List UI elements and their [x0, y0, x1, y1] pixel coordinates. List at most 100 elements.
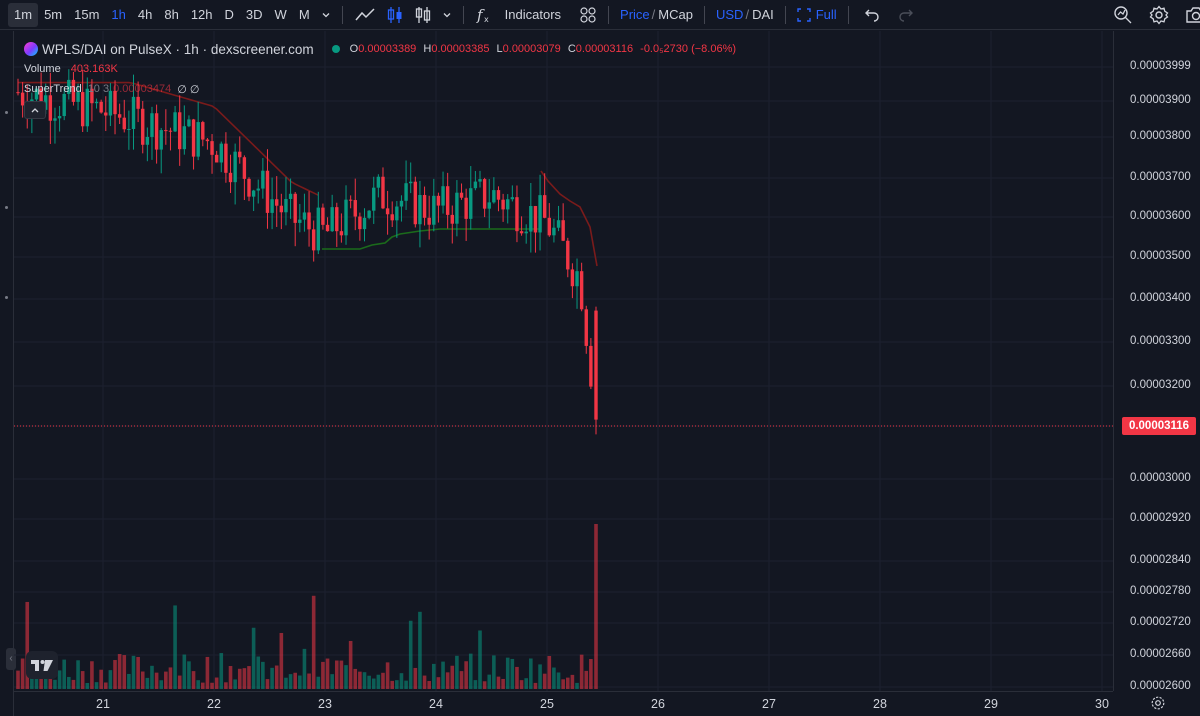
candle-body [108, 90, 113, 116]
timeframe-d[interactable]: D [224, 6, 234, 22]
volume-legend-row[interactable]: Volume 403.163K [24, 60, 740, 78]
chevron-down-icon[interactable] [316, 3, 336, 27]
volume-bar [445, 672, 450, 689]
supertrend-params: 10 3 [87, 83, 110, 95]
volume-bar [159, 680, 164, 689]
supertrend-up-line [322, 228, 540, 250]
candle-body [469, 188, 473, 219]
volume-bar [48, 669, 53, 689]
change-value: -0.0₅2730 (−8.06%) [640, 43, 737, 55]
volume-bar [450, 665, 455, 689]
timeframe-1m[interactable]: 1m [8, 2, 39, 27]
camera-icon[interactable] [1180, 3, 1200, 27]
timeframe-15m[interactable]: 15m [74, 6, 100, 22]
redo-icon[interactable] [893, 3, 919, 27]
candle-body [210, 141, 214, 155]
line-chart-icon[interactable] [349, 3, 381, 27]
volume-bar [594, 524, 598, 689]
layout-grid-icon[interactable] [574, 3, 602, 27]
volume-bar [570, 674, 575, 689]
toolbar-divider [847, 5, 849, 24]
timeframe-5m[interactable]: 5m [44, 6, 63, 22]
high-value: 0.00003385 [431, 43, 490, 55]
price-toggle[interactable]: Price [620, 6, 650, 22]
volume-bar [529, 658, 533, 689]
volume-bar [468, 653, 473, 689]
volume-bar [242, 668, 247, 689]
candle-body [529, 206, 533, 232]
dai-toggle[interactable]: DAI [752, 6, 774, 22]
close-key: C [567, 43, 576, 55]
usd-toggle[interactable]: USD [715, 6, 744, 22]
volume-bar [589, 659, 593, 689]
price-tick-label: 0.00003300 [1130, 335, 1191, 347]
price-chart[interactable] [0, 31, 1113, 691]
candle-body [325, 224, 330, 232]
volume-bar [311, 595, 316, 689]
fullscreen-icon[interactable] [792, 3, 816, 27]
volume-bar [515, 666, 519, 689]
candle-body [131, 96, 136, 129]
candle-body [579, 271, 584, 310]
volume-bar [274, 665, 279, 689]
candles-icon[interactable] [381, 3, 409, 27]
candle-body [164, 130, 168, 132]
candle-body [279, 205, 284, 213]
left-strip-marker [5, 206, 8, 209]
volume-bar [307, 673, 311, 689]
candle-body [242, 157, 247, 179]
candle-body [187, 119, 191, 127]
mcap-toggle[interactable]: MCap [658, 6, 693, 22]
volume-bar [154, 672, 159, 689]
candle-body [104, 112, 108, 116]
timeframe-3d[interactable]: 3D [245, 6, 263, 22]
drawing-toolbar-collapsed [0, 31, 14, 716]
undo-icon[interactable] [859, 3, 885, 27]
candle-body [570, 269, 575, 287]
time-tick-label: 27 [762, 697, 776, 711]
candle-body [432, 195, 436, 225]
volume-bar [519, 680, 524, 689]
chevron-down-icon[interactable] [437, 3, 457, 27]
expand-sidebar-handle[interactable]: ‹ [6, 648, 16, 670]
low-key: L [496, 43, 503, 55]
volume-bar [339, 660, 344, 689]
timeframe-m[interactable]: M [298, 6, 310, 22]
bars-icon[interactable] [409, 3, 437, 27]
time-tick-label: 23 [318, 697, 332, 711]
candle-body [265, 170, 270, 213]
timeframe-1h[interactable]: 1h [111, 6, 126, 22]
timeframe-4h[interactable]: 4h [137, 6, 153, 22]
indicators-button[interactable]: Indicators [504, 6, 562, 22]
candle-body [533, 206, 538, 233]
candle-body [390, 214, 394, 221]
supertrend-legend-row[interactable]: SuperTrend 10 3 0.00003474 ∅ ∅ [24, 80, 740, 98]
timeframe-8h[interactable]: 8h [164, 6, 179, 22]
candle-body [556, 220, 561, 228]
candle-body [501, 199, 505, 210]
volume-bar [219, 653, 224, 689]
collapse-legend-button[interactable] [24, 101, 46, 119]
candle-body [150, 113, 154, 137]
candle-body [178, 112, 182, 150]
timeframe-12h[interactable]: 12h [190, 6, 213, 22]
volume-bar [53, 679, 57, 689]
timeframe-w[interactable]: W [274, 6, 287, 22]
full-button[interactable]: Full [815, 6, 837, 22]
quick-search-icon[interactable] [1108, 3, 1138, 27]
time-axis[interactable]: 21 22 23 24 25 26 27 28 29 30 [14, 691, 1113, 716]
candle-body [575, 271, 579, 287]
volume-bar [224, 682, 228, 689]
candle-body [422, 195, 427, 218]
axis-settings-icon[interactable] [1150, 695, 1168, 713]
tradingview-logo-icon[interactable] [26, 651, 58, 679]
symbol-title[interactable]: WPLS/DAI on PulseX · 1h · dexscreener.co… [42, 41, 314, 57]
price-scale[interactable]: 0.00003999 0.00003900 0.00003800 0.00003700… [1113, 31, 1200, 692]
volume-bar [459, 671, 464, 689]
volume-bar [131, 655, 136, 689]
candle-body [311, 229, 316, 251]
candle-body [34, 88, 39, 100]
gear-icon[interactable] [1144, 3, 1174, 27]
candle-body [117, 114, 122, 118]
